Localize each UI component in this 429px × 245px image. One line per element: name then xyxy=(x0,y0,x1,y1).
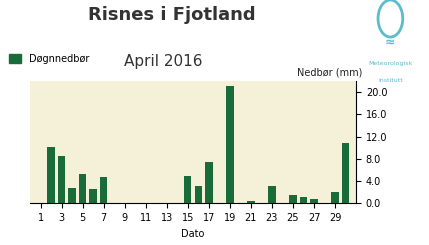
Bar xyxy=(300,197,307,203)
Bar xyxy=(205,162,212,203)
Bar xyxy=(58,156,65,203)
Bar xyxy=(331,192,339,203)
Text: April 2016: April 2016 xyxy=(124,54,202,69)
X-axis label: Dato: Dato xyxy=(181,229,205,239)
Text: institutt: institutt xyxy=(378,78,403,83)
Bar xyxy=(184,176,191,203)
Bar xyxy=(68,188,76,203)
Bar xyxy=(195,185,202,203)
Bar xyxy=(79,174,86,203)
Text: Nedbør (mm): Nedbør (mm) xyxy=(297,67,363,77)
Bar xyxy=(247,201,254,203)
Bar xyxy=(268,185,275,203)
Bar xyxy=(226,86,233,203)
Bar xyxy=(310,199,318,203)
Bar xyxy=(90,189,97,203)
Bar xyxy=(100,177,107,203)
Bar xyxy=(289,195,296,203)
Bar xyxy=(342,143,349,203)
Text: Risnes i Fjotland: Risnes i Fjotland xyxy=(88,6,255,24)
Bar xyxy=(47,147,55,203)
Text: ≈: ≈ xyxy=(385,37,396,50)
Text: Meteorologisk: Meteorologisk xyxy=(368,61,413,66)
Legend: Døgnnedbør: Døgnnedbør xyxy=(9,54,89,64)
